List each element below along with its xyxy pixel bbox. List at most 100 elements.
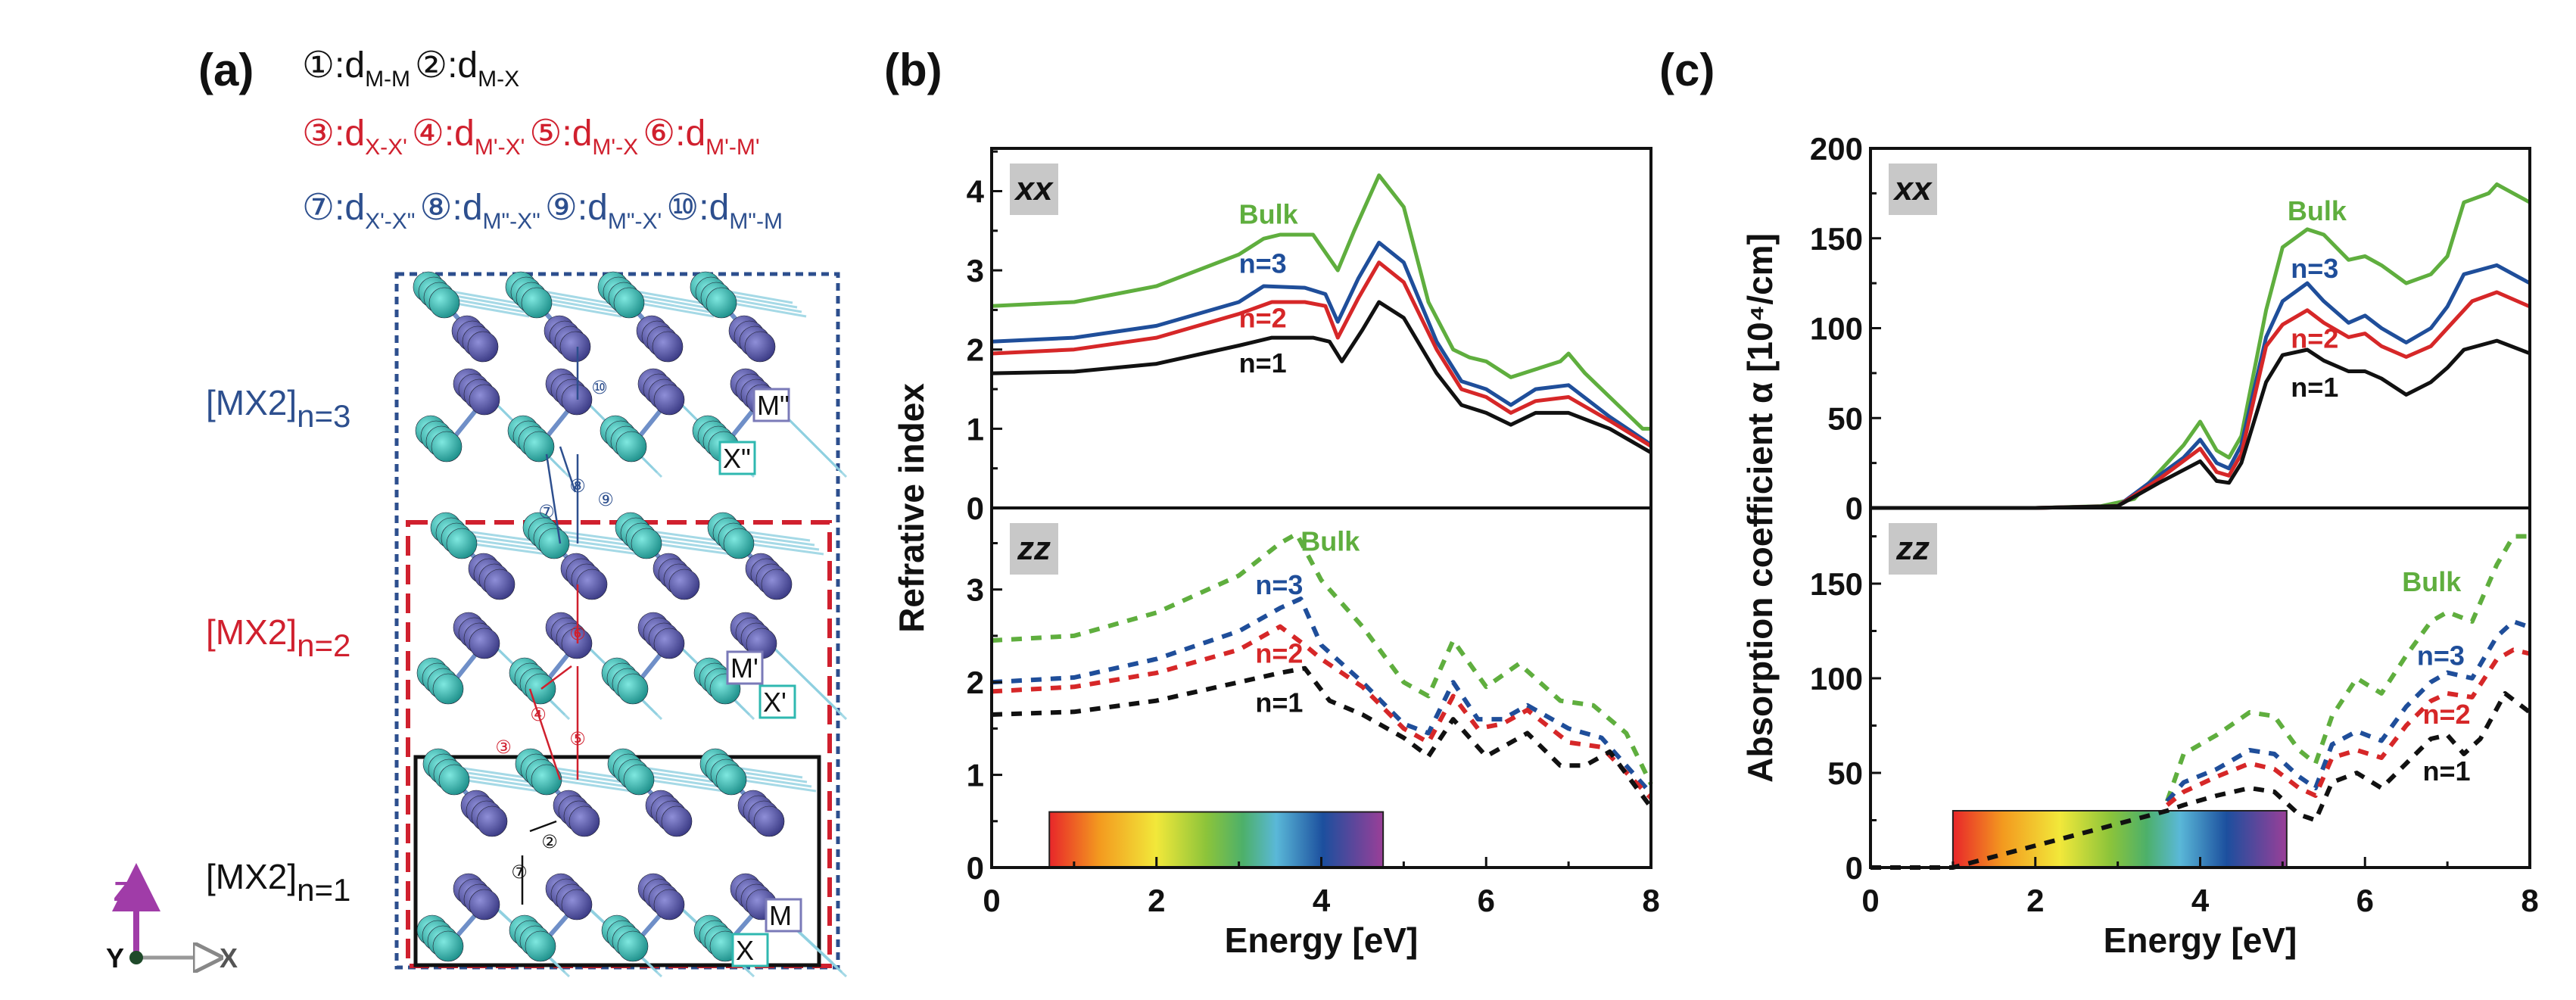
distance-marker: ⑧: [569, 475, 586, 497]
plot-frame: [990, 147, 1652, 509]
atom-label: M": [757, 390, 790, 421]
distance-symbol: :d: [699, 188, 730, 228]
atom-label: X: [736, 935, 754, 966]
legend-item: ⑦:dX'-X": [302, 186, 415, 233]
metal-atom: [653, 384, 685, 416]
x-tick-label: 4: [1313, 883, 1331, 918]
series-line-Bulk: [991, 531, 1653, 786]
chalcogen-atom: [438, 764, 470, 796]
circled-number: ④: [411, 112, 444, 154]
layer-label-n3: [MX2]n=3: [206, 382, 350, 435]
chalcogen-atom: [706, 287, 737, 319]
series-label: n=3: [1239, 248, 1287, 279]
circled-number: ⑥: [643, 112, 676, 154]
visible-spectrum-bar: [1951, 810, 2288, 868]
layer-label-text: [MX2]: [206, 612, 297, 652]
distance-subscript: M-M: [365, 67, 411, 92]
distance-line: [545, 453, 562, 544]
circled-number: ⑦: [302, 186, 335, 229]
chalcogen-atom: [525, 930, 556, 962]
series-line-n=2: [2166, 647, 2531, 807]
x-tick-label: 8: [2521, 883, 2538, 918]
metal-atom: [476, 805, 508, 837]
chalcogen-atom: [531, 764, 562, 796]
component-badge: [1889, 164, 1937, 215]
y-tick-label: 1: [967, 758, 984, 793]
legend-item: ⑥:dM'-M': [643, 112, 760, 159]
distance-marker: ②: [541, 831, 558, 852]
metal-atom: [469, 628, 500, 659]
component-badge: [1010, 164, 1058, 215]
x-tick-label: 4: [2191, 883, 2210, 918]
distance-line: [559, 446, 577, 493]
distance-symbol: :d: [452, 188, 483, 228]
chalcogen-atom: [631, 528, 662, 559]
y-axis-title: Refrative index: [892, 383, 931, 633]
circled-number: ⑩: [666, 186, 699, 229]
series-label: n=1: [2422, 755, 2470, 787]
series-label: Bulk: [2288, 195, 2347, 226]
x-tick-label: 0: [1861, 883, 1879, 918]
metal-atom: [652, 331, 684, 363]
metal-atom: [561, 889, 593, 921]
chalcogen-atom: [538, 528, 570, 559]
y-tick-label: 100: [1810, 661, 1863, 696]
atom-label: M: [769, 900, 792, 931]
metal-atom: [668, 569, 700, 600]
component-badge: [1010, 523, 1058, 575]
distance-marker: ⑤: [569, 728, 586, 749]
series-label: n=3: [2417, 640, 2465, 671]
x-tick-label: 6: [2356, 883, 2374, 918]
y-tick-label: 50: [1827, 400, 1863, 436]
visible-spectrum-bar: [1048, 811, 1385, 868]
legend-item: ④:dM'-X': [411, 112, 525, 159]
chart-b-zz: Bulk n=3 n=2 n=1 zz 0 1 2 3 0 2 4 6 8 Energy [eV]: [967, 506, 1660, 960]
distance-symbol: :d: [447, 45, 478, 86]
x-tick-label: 2: [2026, 883, 2044, 918]
series-label: n=3: [1255, 569, 1303, 600]
series-line-n=1: [1870, 691, 2531, 870]
x-axis-title: Energy [eV]: [1225, 921, 1419, 960]
layer-label-n2: [MX2]n=2: [206, 612, 350, 664]
series-label: n=3: [2291, 253, 2338, 284]
chalcogen-atom: [617, 930, 649, 962]
distance-subscript: M"-X': [607, 209, 662, 234]
series-label: n=1: [1239, 347, 1287, 379]
distance-subscript: X-X': [365, 135, 407, 160]
x-axis-title: Energy [eV]: [2104, 921, 2297, 960]
series-line-Bulk: [991, 173, 1651, 431]
distance-marker: ⑥: [569, 623, 586, 644]
layer-label-sub: n=3: [297, 398, 351, 434]
legend-item: ⑤:dM'-X: [529, 114, 638, 159]
chalcogen-atom: [428, 287, 460, 319]
distance-line: [528, 688, 562, 780]
series-label: n=2: [1255, 637, 1303, 668]
y-tick-label: 2: [967, 332, 984, 368]
chart-c-xx: Bulk n=3 n=2 n=1 xx 0 50 100 150 200 Absorption co…: [1740, 131, 2531, 783]
series-label: Bulk: [2402, 566, 2462, 597]
panel-label-a: (a): [198, 45, 254, 95]
series-label: n=2: [2291, 323, 2338, 354]
distance-subscript: M'-X': [474, 135, 525, 160]
series-label: Bulk: [1300, 525, 1360, 556]
distance-symbol: :d: [675, 114, 706, 154]
y-tick-label: 3: [967, 572, 984, 608]
chalcogen-atom: [431, 431, 463, 463]
distance-line: [540, 665, 572, 690]
y-tick-label: 0: [967, 491, 984, 526]
x-tick-label: 2: [1148, 883, 1165, 918]
distance-marker: ③: [495, 737, 512, 758]
chalcogen-atom: [723, 528, 755, 559]
atom-label-box: [752, 388, 790, 422]
component-badge-label: zz: [1895, 530, 1930, 567]
series-line-n=2: [991, 624, 1653, 800]
y-tick-label: 3: [967, 253, 984, 288]
y-tick-label: 0: [1846, 850, 1863, 886]
atomic-layer: [430, 512, 824, 600]
atomic-layer: [416, 612, 848, 721]
x-tick-label: 6: [1478, 883, 1495, 918]
legend-row: ⑦:dX'-X" ⑧:dM"-X" ⑨:dM"-X' ⑩:dM"-M: [302, 189, 787, 233]
charts: Bulk n=3 n=2 n=1 xx 0 1 2 3 4 Refrative index Bulk n…: [892, 131, 2539, 960]
distance-subscript: M"-X": [482, 209, 540, 234]
series-label: Bulk: [1239, 198, 1299, 229]
